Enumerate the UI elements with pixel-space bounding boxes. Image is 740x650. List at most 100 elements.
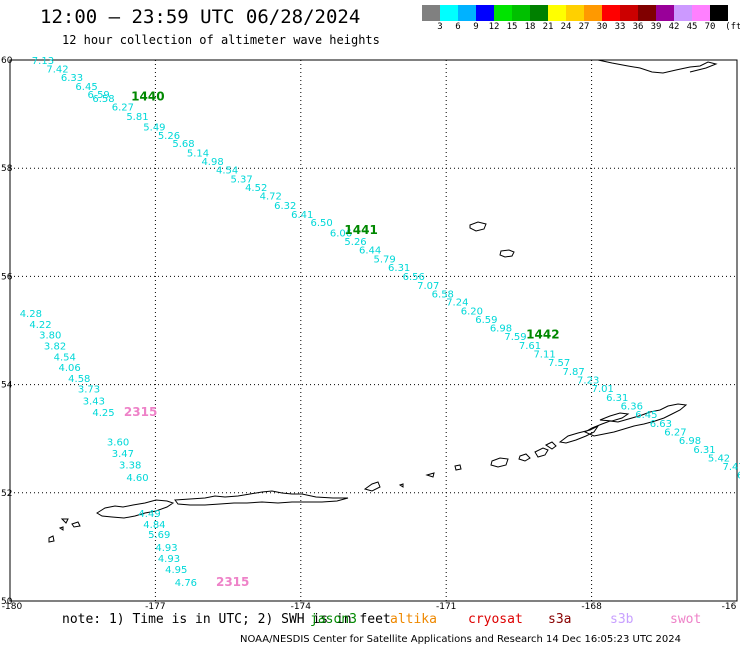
wave-height-value: 4.25 [92,408,114,419]
wave-height-value: 7.42 [46,64,68,75]
color-swatch [656,5,674,21]
wave-height-value: 4.98 [201,157,223,168]
page-title: 12:00 – 23:59 UTC 06/28/2024 [40,6,361,28]
coastline [425,472,435,478]
wave-height-value: 3.38 [119,460,141,471]
legend-item-jason3: jason3 [310,612,357,627]
latitude-label: 54 [1,381,13,391]
color-scale-label: 39 [650,22,662,32]
wave-height-value: 3.73 [78,385,100,396]
wave-height-value: 6.44 [359,246,381,257]
wave-height-value: 6.33 [61,73,83,84]
legend-item-s3a: s3a [548,612,572,627]
color-swatch [674,5,692,21]
coastline [469,221,487,232]
wave-height-value: 5.79 [374,254,396,265]
wave-height-value: 6.98 [490,324,512,335]
wave-height-value: 6.32 [274,201,296,212]
wave-height-value: 5.81 [126,112,148,123]
color-swatch [602,5,620,21]
wave-height-value: 6.31 [693,445,715,456]
pass-number-label: 1440 [131,90,164,104]
coastline [545,441,557,450]
wave-height-value: 7.47 [722,462,740,473]
color-swatch [710,5,728,21]
wave-height-value: 7.59 [504,332,526,343]
wave-height-value: 6.31 [388,263,410,274]
wave-height-value: 4.60 [126,473,148,484]
wave-height-value: 6.98 [679,436,701,447]
wave-height-value: 4.93 [155,543,177,554]
color-swatch [620,5,638,21]
wave-height-value: 5.26 [158,131,180,142]
pass-number-label: 1442 [526,328,559,342]
latitude-label: 52 [1,489,12,499]
color-swatch [566,5,584,21]
latitude-label: 50 [1,597,13,607]
wave-height-value: 6.63 [650,419,672,430]
wave-height-value: 4.76 [175,578,197,589]
wave-height-value: 4.93 [158,554,180,565]
color-swatch [422,5,440,21]
color-scale-label: 21 [542,22,554,32]
wave-height-value: 4.95 [165,565,187,576]
legend-item-swot: swot [670,612,702,627]
wave-height-value: 4.58 [68,374,90,385]
color-scale-unit: (ft) [725,22,740,32]
wave-height-value: 4.06 [58,363,80,374]
color-scale-label: 9 [473,22,479,32]
wave-height-value: 7.13 [32,56,54,67]
wave-height-value: 4.84 [143,520,165,531]
wave-height-value: 6.27 [664,427,686,438]
wave-height-value: 6.06 [330,228,352,239]
longitude-label: -168 [581,602,602,612]
color-swatch [476,5,494,21]
wave-height-value: 5.37 [231,174,253,185]
wave-height-value: 7.11 [533,350,555,361]
longitude-label: -174 [291,602,312,612]
wave-height-value: 6.41 [291,210,313,221]
coastline [490,457,509,468]
wave-height-value: 6.36 [621,401,643,412]
wave-height-value: 6.58 [92,94,114,105]
pass-number-label: 1441 [344,223,377,237]
wave-height-value: 5.26 [344,237,366,248]
wave-height-value: 6.59 [88,90,110,101]
wave-height-value: 3.60 [107,438,129,449]
coastline [96,499,175,519]
wave-height-value: 4.72 [260,192,282,203]
longitude-label: -171 [436,602,456,612]
wave-height-value: 4.28 [20,309,42,320]
color-scale-label: 12 [488,22,500,32]
color-scale-label: 24 [560,22,572,32]
legend-item-s3b: s3b [610,612,634,627]
wave-height-value: 6.20 [461,306,483,317]
coastline [583,403,688,437]
wave-height-value: 5.69 [148,530,170,541]
wave-height-value: 6.56 [403,272,425,283]
wave-height-value: 7.57 [548,358,570,369]
coastline [58,526,64,531]
wave-height-value: 4.52 [245,183,267,194]
color-scale-label: 30 [596,22,608,32]
color-swatch [458,5,476,21]
wave-height-value: 7.24 [446,298,468,309]
wave-height-value: 3.43 [83,397,105,408]
color-scale-label: 36 [632,22,644,32]
wave-height-value: 5.14 [187,148,209,159]
wave-height-value: 7.07 [417,281,439,292]
coastline [558,424,600,444]
wave-height-value: 7.23 [577,376,599,387]
color-scale-label: 6 [455,22,461,32]
coastline [454,464,462,471]
map-frame [9,59,738,602]
color-scale-label: 33 [614,22,626,32]
wave-height-value: 4.54 [54,352,76,363]
longitude-label: -180 [2,602,23,612]
wave-height-value: 6.50 [310,218,332,229]
color-scale-label: 15 [506,22,518,32]
color-swatch [530,5,548,21]
latitude-label: 60 [1,56,13,66]
wave-height-value: 4.49 [138,509,160,520]
